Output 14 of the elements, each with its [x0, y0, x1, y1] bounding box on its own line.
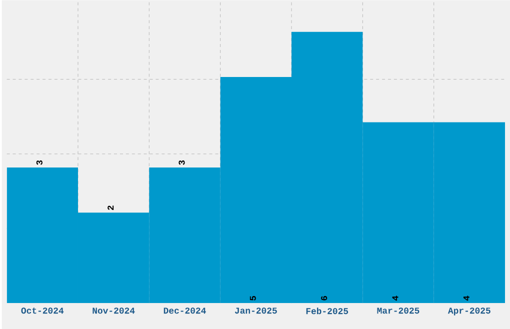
- data-label: 4: [463, 296, 470, 301]
- x-tick-label: Jan-2025: [234, 308, 277, 314]
- x-tick-label: Apr-2025: [448, 308, 490, 316]
- data-label: 3: [36, 160, 42, 165]
- x-tick-label: Mar-2025: [377, 308, 420, 314]
- data-label: 4: [392, 296, 398, 301]
- data-label: 5: [250, 296, 256, 300]
- x-tick-label: Dec-2024: [164, 308, 206, 314]
- x-tick-label: Oct-2024: [21, 308, 64, 314]
- data-label: 3: [178, 160, 185, 165]
- data-label: 6: [321, 296, 328, 300]
- x-tick-label: Feb-2025: [306, 308, 348, 314]
- x-tick-label: Nov-2024: [92, 308, 135, 314]
- data-label: 2: [108, 206, 114, 210]
